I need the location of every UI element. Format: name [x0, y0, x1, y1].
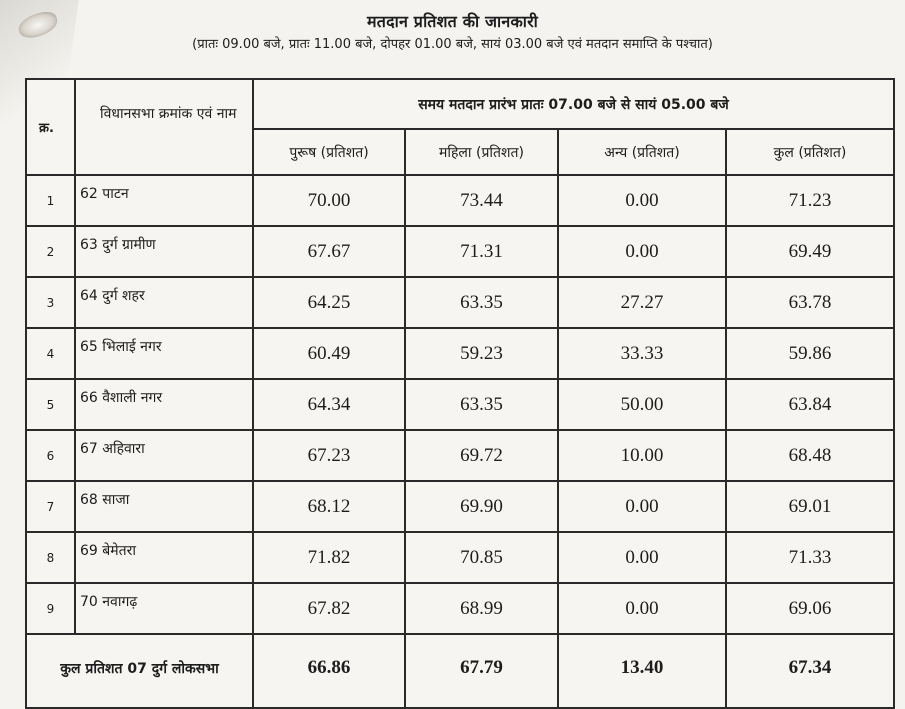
- female-cell: 69.90: [404, 480, 559, 533]
- voting-percentage-table: क्र. विधानसभा क्रमांक एवं नाम समय मतदान …: [25, 78, 896, 709]
- other-cell: 27.27: [557, 276, 727, 329]
- male-cell: 70.00: [252, 174, 406, 227]
- total-cell: 71.23: [724, 174, 896, 227]
- serial-cell: 2: [25, 225, 76, 278]
- other-cell: 50.00: [557, 378, 727, 431]
- serial-cell: 3: [25, 276, 76, 329]
- serial-cell: 9: [25, 582, 76, 635]
- total-cell: 69.01: [724, 480, 896, 533]
- serial-cell: 8: [25, 531, 76, 584]
- total-cell: 63.78: [724, 276, 896, 329]
- other-cell: 0.00: [557, 225, 727, 278]
- male-cell: 67.82: [252, 582, 406, 635]
- female-cell: 68.99: [404, 582, 559, 635]
- male-cell: 60.49: [252, 327, 406, 380]
- total-cell: 59.86: [724, 327, 896, 380]
- serial-header: क्र.: [25, 78, 76, 176]
- table-row: 6 67 अहिवारा 67.23 69.72 10.00 68.48: [25, 429, 896, 482]
- total-cell: 68.48: [724, 429, 896, 482]
- table-row: 2 63 दुर्ग ग्रामीण 67.67 71.31 0.00 69.4…: [25, 225, 896, 278]
- table-row: 1 62 पाटन 70.00 73.44 0.00 71.23: [25, 174, 896, 227]
- total-cell: 69.06: [724, 582, 896, 635]
- constituency-cell: 70 नवागढ़: [74, 582, 254, 635]
- female-cell: 63.35: [404, 378, 559, 431]
- other-cell: 10.00: [557, 429, 727, 482]
- male-cell: 64.34: [252, 378, 406, 431]
- total-row: कुल प्रतिशत 07 दुर्ग लोकसभा 66.86 67.79 …: [25, 633, 896, 709]
- other-cell: 0.00: [557, 174, 727, 227]
- table-row: 5 66 वैशाली नगर 64.34 63.35 50.00 63.84: [25, 378, 896, 431]
- male-cell: 71.82: [252, 531, 406, 584]
- total-overall-cell: 67.34: [724, 633, 896, 709]
- other-cell: 0.00: [557, 531, 727, 584]
- female-column-header: महिला (प्रतिशत): [404, 128, 559, 176]
- table-row: 4 65 भिलाई नगर 60.49 59.23 33.33 59.86: [25, 327, 896, 380]
- male-cell: 67.67: [252, 225, 406, 278]
- constituency-header: विधानसभा क्रमांक एवं नाम: [74, 78, 254, 176]
- serial-cell: 7: [25, 480, 76, 533]
- document-title: मतदान प्रतिशत की जानकारी: [367, 12, 538, 31]
- serial-cell: 1: [25, 174, 76, 227]
- total-column-header: कुल (प्रतिशत): [724, 128, 896, 176]
- document-subtitle: (प्रातः 09.00 बजे, प्रातः 11.00 बजे, दोप…: [192, 37, 713, 52]
- female-cell: 69.72: [404, 429, 559, 482]
- serial-cell: 5: [25, 378, 76, 431]
- total-cell: 71.33: [724, 531, 896, 584]
- constituency-cell: 62 पाटन: [74, 174, 254, 227]
- female-cell: 73.44: [404, 174, 559, 227]
- other-cell: 33.33: [557, 327, 727, 380]
- total-cell: 69.49: [724, 225, 896, 278]
- constituency-cell: 66 वैशाली नगर: [74, 378, 254, 431]
- constituency-cell: 65 भिलाई नगर: [74, 327, 254, 380]
- constituency-cell: 68 साजा: [74, 480, 254, 533]
- total-male-cell: 66.86: [252, 633, 406, 709]
- table-row: 7 68 साजा 68.12 69.90 0.00 69.01: [25, 480, 896, 533]
- male-column-header: पुरूष (प्रतिशत): [252, 128, 406, 176]
- constituency-cell: 64 दुर्ग शहर: [74, 276, 254, 329]
- male-cell: 64.25: [252, 276, 406, 329]
- other-cell: 0.00: [557, 480, 727, 533]
- female-cell: 71.31: [404, 225, 559, 278]
- total-cell: 63.84: [724, 378, 896, 431]
- time-header: समय मतदान प्रारंभ प्रातः 07.00 बजे से सा…: [251, 78, 896, 130]
- table-row: 8 69 बेमेतरा 71.82 70.85 0.00 71.33: [25, 531, 896, 584]
- total-other-cell: 13.40: [557, 633, 727, 709]
- table-row: 9 70 नवागढ़ 67.82 68.99 0.00 69.06: [25, 582, 896, 635]
- constituency-cell: 67 अहिवारा: [74, 429, 254, 482]
- female-cell: 63.35: [404, 276, 559, 329]
- constituency-cell: 69 बेमेतरा: [74, 531, 254, 584]
- serial-cell: 6: [25, 429, 76, 482]
- other-cell: 0.00: [557, 582, 727, 635]
- table-row: 3 64 दुर्ग शहर 64.25 63.35 27.27 63.78: [25, 276, 896, 329]
- male-cell: 68.12: [252, 480, 406, 533]
- female-cell: 70.85: [404, 531, 559, 584]
- female-cell: 59.23: [404, 327, 559, 380]
- total-label: कुल प्रतिशत 07 दुर्ग लोकसभा: [25, 633, 254, 709]
- other-column-header: अन्य (प्रतिशत): [557, 128, 727, 176]
- total-female-cell: 67.79: [404, 633, 559, 709]
- constituency-cell: 63 दुर्ग ग्रामीण: [74, 225, 254, 278]
- serial-cell: 4: [25, 327, 76, 380]
- male-cell: 67.23: [252, 429, 406, 482]
